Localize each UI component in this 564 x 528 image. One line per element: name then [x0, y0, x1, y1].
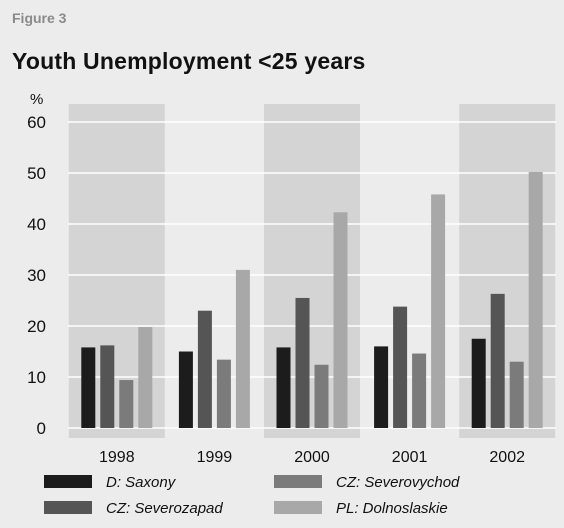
bar-1999-3 — [216, 359, 231, 428]
y-tick-label-0: 0 — [37, 419, 46, 438]
bar-2001-1 — [374, 346, 389, 428]
bar-1998-2 — [100, 345, 115, 428]
bar-2001-3 — [412, 353, 427, 428]
bar-2000-2 — [295, 297, 310, 428]
bar-2002-3 — [509, 361, 524, 428]
y-tick-label-20: 20 — [27, 317, 46, 336]
figure-label: Figure 3 — [12, 10, 67, 26]
y-tick-label-60: 60 — [27, 113, 46, 132]
bar-1999-1 — [178, 351, 193, 428]
bar-2000-4 — [333, 212, 348, 428]
x-tick-label-2001: 2001 — [392, 449, 428, 466]
legend-swatch-4 — [274, 501, 322, 514]
bar-1998-3 — [119, 380, 134, 428]
legend-label-2: CZ: Severozapad — [106, 500, 223, 517]
x-tick-label-2002: 2002 — [489, 449, 525, 466]
legend-label-3: CZ: Severovychod — [336, 474, 460, 491]
bar-1999-4 — [235, 269, 250, 428]
bar-2001-2 — [393, 306, 408, 428]
bar-2002-4 — [528, 171, 543, 429]
legend-swatch-1 — [44, 475, 92, 488]
bar-2002-2 — [490, 293, 505, 428]
y-tick-label-30: 30 — [27, 266, 46, 285]
y-axis-unit-label: % — [30, 91, 43, 108]
bar-1998-4 — [138, 327, 153, 428]
x-tick-label-2000: 2000 — [294, 449, 330, 466]
y-tick-label-40: 40 — [27, 215, 46, 234]
legend-swatch-2 — [44, 501, 92, 514]
bar-1998-1 — [81, 347, 96, 428]
x-tick-label-1999: 1999 — [197, 449, 233, 466]
x-tick-label-1998: 1998 — [99, 449, 135, 466]
bar-2000-3 — [314, 364, 329, 428]
bar-1999-2 — [197, 310, 212, 428]
chart-title: Youth Unemployment <25 years — [12, 48, 366, 74]
bar-2000-1 — [276, 347, 291, 428]
y-tick-label-10: 10 — [27, 368, 46, 387]
legend-label-1: D: Saxony — [106, 474, 177, 491]
y-tick-label-50: 50 — [27, 164, 46, 183]
legend-label-4: PL: Dolnoslaskie — [336, 500, 448, 517]
bar-2001-4 — [431, 194, 446, 428]
bar-2002-1 — [471, 338, 486, 428]
legend-swatch-3 — [274, 475, 322, 488]
